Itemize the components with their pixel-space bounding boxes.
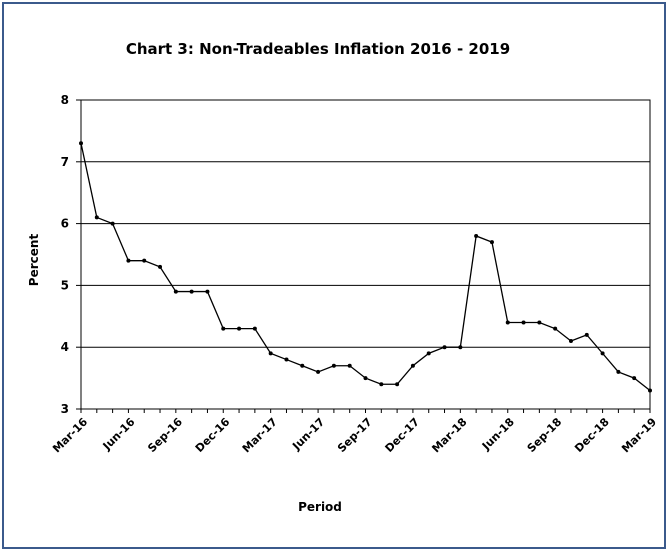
x-tick-label: Dec-18 bbox=[572, 415, 612, 455]
x-tick-label: Mar-16 bbox=[50, 415, 90, 455]
data-point bbox=[426, 351, 431, 356]
data-point bbox=[442, 345, 447, 350]
chart-title: Chart 3: Non-Tradeables Inflation 2016 -… bbox=[126, 40, 510, 58]
data-point bbox=[458, 345, 463, 350]
data-point bbox=[474, 233, 479, 238]
x-tick-label: Dec-17 bbox=[383, 415, 423, 455]
y-tick-label-7: 7 bbox=[61, 155, 69, 169]
y-tick-label-4: 4 bbox=[61, 340, 69, 354]
y-tick-label-8: 8 bbox=[61, 93, 69, 107]
x-axis-label: Period bbox=[298, 500, 342, 514]
y-tick-label-3: 3 bbox=[61, 402, 69, 416]
data-point bbox=[553, 326, 558, 331]
plot-border bbox=[80, 99, 651, 410]
data-point bbox=[347, 363, 352, 368]
data-point bbox=[331, 363, 336, 368]
data-point bbox=[316, 369, 321, 374]
data-point bbox=[142, 258, 147, 263]
x-tick-label: Mar-17 bbox=[240, 415, 280, 455]
x-tick-label: Jun-18 bbox=[479, 415, 517, 453]
gridlines bbox=[81, 161, 650, 348]
data-point bbox=[600, 351, 605, 356]
series-line-group bbox=[79, 141, 652, 393]
data-point bbox=[489, 240, 494, 245]
data-point bbox=[410, 363, 415, 368]
x-tick-label: Dec-16 bbox=[193, 415, 233, 455]
x-tick-label: Mar-19 bbox=[619, 415, 659, 455]
series-line bbox=[80, 143, 651, 391]
x-tick-label: Jun-17 bbox=[289, 415, 327, 453]
data-point bbox=[79, 141, 83, 146]
x-tick-label: Sep-17 bbox=[335, 415, 375, 455]
data-point bbox=[300, 363, 305, 368]
data-point bbox=[252, 326, 257, 331]
data-point bbox=[94, 215, 99, 220]
data-point bbox=[648, 388, 652, 393]
data-point bbox=[521, 320, 526, 325]
data-point bbox=[110, 221, 115, 226]
x-axis-ticks: Mar-16 Jun-16 Sep-16 Dec-16 Mar-17 Jun-17 Sep-… bbox=[50, 409, 659, 455]
data-point bbox=[221, 326, 226, 331]
data-point bbox=[363, 376, 368, 381]
x-tick-label: Sep-18 bbox=[525, 415, 565, 455]
y-tick-label-5: 5 bbox=[61, 278, 69, 292]
data-point bbox=[189, 289, 194, 294]
y-axis-label: Percent bbox=[27, 234, 41, 287]
y-axis-ticks: 3 4 5 6 7 8 bbox=[61, 93, 81, 416]
data-point bbox=[205, 289, 210, 294]
data-point bbox=[537, 320, 542, 325]
data-point bbox=[584, 332, 589, 337]
data-point bbox=[616, 369, 621, 374]
data-point bbox=[268, 351, 273, 356]
data-point bbox=[379, 382, 384, 387]
data-point bbox=[568, 339, 573, 344]
data-point bbox=[126, 258, 131, 263]
y-tick-label-6: 6 bbox=[61, 217, 69, 231]
data-point bbox=[632, 376, 637, 381]
data-point bbox=[395, 382, 400, 387]
x-tick-label: Sep-16 bbox=[145, 415, 185, 455]
x-tick-label: Jun-16 bbox=[100, 415, 138, 453]
data-point bbox=[505, 320, 510, 325]
data-point bbox=[237, 326, 242, 331]
plot-area bbox=[80, 99, 651, 410]
x-tick-label: Mar-18 bbox=[429, 415, 469, 455]
data-point bbox=[158, 264, 163, 269]
data-point bbox=[173, 289, 178, 294]
data-point bbox=[284, 357, 289, 362]
